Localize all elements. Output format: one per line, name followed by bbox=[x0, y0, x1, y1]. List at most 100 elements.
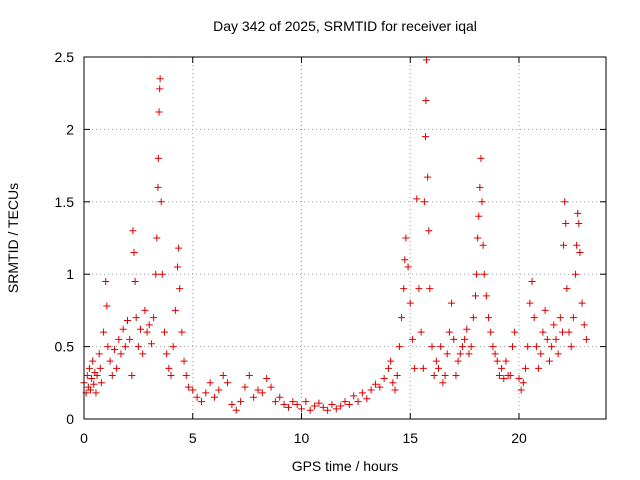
data-point bbox=[174, 263, 182, 271]
data-point bbox=[400, 285, 408, 293]
y-tick-label: 1 bbox=[66, 266, 74, 282]
data-point bbox=[393, 372, 401, 380]
data-point bbox=[404, 263, 412, 271]
data-point bbox=[150, 314, 158, 322]
data-point bbox=[448, 299, 456, 307]
data-point bbox=[254, 386, 262, 394]
data-point bbox=[263, 374, 271, 382]
data-point bbox=[421, 133, 429, 141]
data-point bbox=[402, 234, 410, 242]
data-point bbox=[376, 383, 384, 391]
data-point bbox=[121, 343, 129, 351]
data-point bbox=[445, 328, 453, 336]
y-tick-label: 2 bbox=[66, 121, 74, 137]
data-point bbox=[502, 357, 510, 365]
data-point bbox=[363, 395, 371, 403]
chart-title: Day 342 of 2025, SRMTID for receiver iqa… bbox=[213, 18, 477, 34]
data-point bbox=[511, 328, 519, 336]
data-point bbox=[565, 328, 573, 336]
data-point bbox=[153, 234, 161, 242]
data-point bbox=[141, 306, 149, 314]
data-point bbox=[487, 328, 495, 336]
x-tick-label: 10 bbox=[294, 430, 310, 446]
data-point bbox=[508, 343, 516, 351]
data-point bbox=[178, 328, 186, 336]
data-point bbox=[324, 406, 332, 414]
y-tick-label: 2.5 bbox=[55, 49, 75, 65]
data-point bbox=[539, 328, 547, 336]
data-point bbox=[319, 403, 327, 411]
data-point bbox=[473, 270, 481, 278]
data-point bbox=[519, 379, 527, 387]
data-point bbox=[302, 398, 310, 406]
data-point bbox=[128, 372, 136, 380]
data-point bbox=[428, 343, 436, 351]
data-point bbox=[145, 321, 153, 329]
data-point bbox=[576, 248, 584, 256]
data-point bbox=[524, 343, 532, 351]
data-point bbox=[224, 379, 232, 387]
data-point bbox=[197, 398, 205, 406]
data-point bbox=[559, 328, 566, 336]
data-point bbox=[131, 277, 139, 285]
data-point bbox=[537, 350, 545, 358]
data-point bbox=[176, 285, 184, 293]
data-point bbox=[406, 299, 414, 307]
data-point bbox=[280, 401, 288, 409]
data-point bbox=[385, 364, 392, 372]
data-point bbox=[115, 335, 123, 343]
x-axis-label: GPS time / hours bbox=[292, 458, 399, 474]
data-point bbox=[485, 314, 493, 322]
data-point bbox=[477, 154, 485, 162]
data-point bbox=[426, 285, 434, 293]
y-tick-label: 0.5 bbox=[55, 339, 75, 355]
data-point bbox=[573, 241, 581, 249]
data-point bbox=[134, 343, 142, 351]
data-point bbox=[506, 372, 514, 380]
data-point bbox=[425, 227, 433, 235]
data-point bbox=[104, 343, 112, 351]
data-point bbox=[241, 383, 249, 391]
data-point bbox=[171, 306, 179, 314]
data-point bbox=[103, 302, 111, 310]
data-point bbox=[293, 401, 301, 409]
data-point bbox=[561, 198, 569, 206]
data-point bbox=[391, 386, 399, 394]
data-point bbox=[119, 325, 127, 333]
data-point bbox=[387, 357, 395, 365]
data-point bbox=[132, 314, 140, 322]
data-point bbox=[276, 393, 284, 401]
data-point bbox=[167, 372, 175, 380]
data-point bbox=[354, 398, 362, 406]
data-point bbox=[88, 374, 96, 382]
x-tick-label: 20 bbox=[511, 430, 527, 446]
data-point bbox=[126, 335, 134, 343]
data-point bbox=[443, 350, 451, 358]
data-point bbox=[380, 374, 388, 382]
data-point bbox=[567, 343, 575, 351]
data-point bbox=[526, 299, 534, 307]
data-point bbox=[574, 209, 582, 217]
data-point bbox=[389, 379, 397, 387]
data-point bbox=[137, 325, 145, 333]
data-point bbox=[189, 386, 197, 394]
data-point bbox=[495, 372, 503, 380]
data-point bbox=[580, 321, 588, 329]
data-point bbox=[160, 328, 168, 336]
data-point bbox=[345, 401, 353, 409]
data-point bbox=[562, 220, 570, 228]
data-point bbox=[430, 372, 438, 380]
data-point bbox=[87, 386, 95, 394]
data-point bbox=[482, 292, 490, 300]
x-tick-label: 5 bbox=[189, 430, 197, 446]
data-point bbox=[182, 372, 190, 380]
data-point bbox=[545, 357, 553, 365]
data-point bbox=[156, 85, 164, 93]
data-point bbox=[315, 399, 323, 407]
data-point bbox=[578, 299, 586, 307]
data-point bbox=[108, 372, 116, 380]
data-point bbox=[413, 195, 421, 203]
data-point bbox=[154, 154, 162, 162]
data-point bbox=[258, 389, 266, 397]
